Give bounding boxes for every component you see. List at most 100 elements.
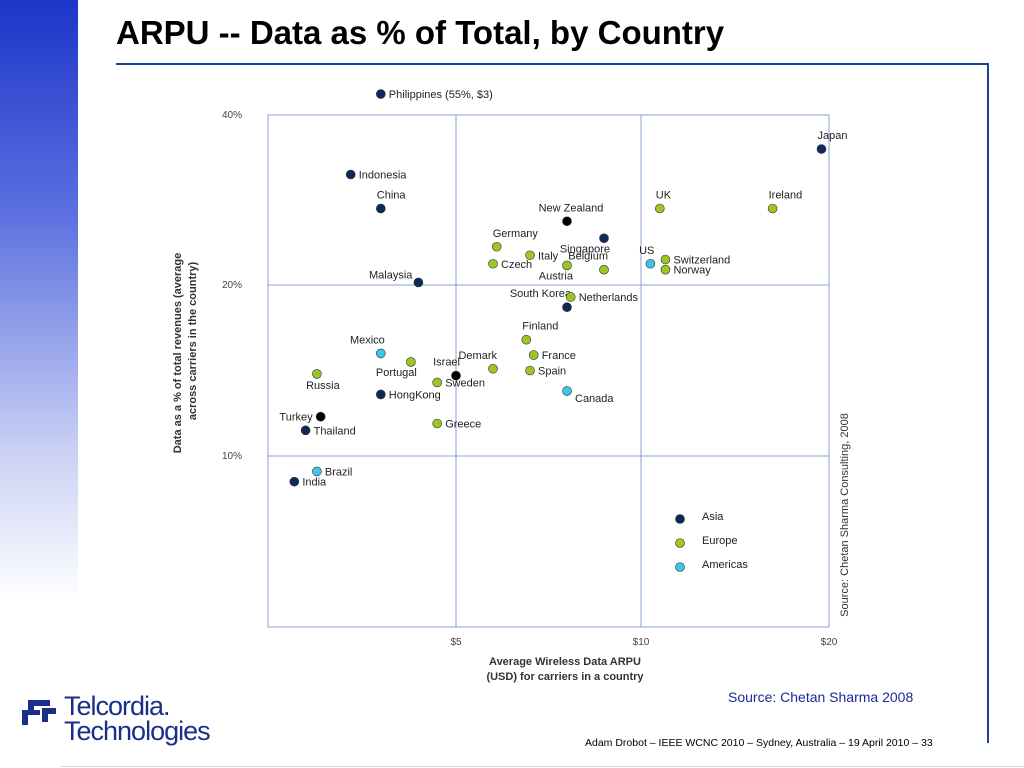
x-tick-label: $20 — [821, 637, 838, 648]
legend-label-americas: Americas — [702, 559, 748, 571]
point-finland — [521, 334, 532, 345]
point-greece — [432, 418, 443, 429]
point-brazil — [312, 466, 322, 477]
label-norway: Norway — [673, 265, 711, 277]
point-new-zealand — [562, 216, 572, 227]
legend-label-asia: Asia — [702, 511, 724, 523]
point-ireland — [767, 203, 778, 214]
point-singapore — [599, 233, 609, 244]
logo-line1: Telcordia. — [64, 691, 171, 721]
point-czech — [488, 258, 498, 269]
label-switzerland: Switzerland — [673, 255, 730, 267]
point-malaysia — [413, 277, 424, 288]
label-czech: Czech — [501, 259, 532, 271]
y-tick-label: 10% — [222, 451, 242, 462]
slide-title: ARPU -- Data as % of Total, by Country — [116, 14, 725, 51]
label-south-korea: South Korea — [510, 288, 572, 300]
footer: Adam Drobot – IEEE WCNC 2010 – Sydney, A… — [585, 737, 933, 749]
side-credit: Source: Chetan Sharma Consulting, 2008 — [839, 413, 851, 617]
legend-label-europe: Europe — [702, 535, 737, 547]
label-russia: Russia — [306, 380, 341, 392]
point-norway — [660, 264, 671, 275]
point-portugal — [406, 357, 416, 367]
label-thailand: Thailand — [314, 425, 356, 437]
x-tick-label: $10 — [633, 637, 650, 648]
label-italy: Italy — [538, 250, 559, 262]
point-germany — [491, 241, 502, 252]
point-japan — [816, 144, 827, 154]
point-belgium — [599, 264, 609, 275]
label-demark: Demark — [458, 350, 497, 362]
y-tick-label: 20% — [222, 280, 242, 291]
x-axis-title-line2: (USD) for carriers in a country — [486, 671, 644, 683]
point-austria — [562, 260, 572, 271]
point-indonesia — [345, 169, 356, 180]
label-philippines: Philippines (55%, $3) — [389, 89, 493, 101]
point-demark — [488, 363, 498, 374]
label-germany: Germany — [493, 228, 539, 240]
label-finland: Finland — [522, 321, 558, 333]
label-singapore: Singapore — [560, 243, 610, 255]
point-spain — [525, 365, 535, 376]
point-philippines — [375, 89, 386, 99]
label-belgium: Belgium — [568, 251, 608, 263]
left-decorative-band — [0, 0, 78, 600]
label-canada: Canada — [575, 393, 614, 405]
point-china — [375, 203, 386, 214]
y-axis-title-line2: across carriers in the country) — [187, 261, 199, 420]
point-israel — [451, 370, 461, 381]
source-note: Source: Chetan Sharma 2008 — [728, 689, 914, 705]
point-india — [289, 476, 300, 487]
label-brazil: Brazil — [325, 466, 353, 478]
logo-line2: Technologies — [64, 716, 211, 746]
title-rule — [116, 63, 988, 65]
point-switzerland — [660, 254, 671, 265]
point-hongkong — [375, 389, 386, 400]
point-france — [528, 350, 539, 360]
label-china: China — [377, 190, 407, 202]
point-canada — [562, 386, 572, 396]
telcordia-logo: Telcordia. Technologies — [20, 690, 220, 750]
x-tick-label: $5 — [450, 637, 462, 648]
point-mexico — [375, 348, 386, 359]
footer-rule — [60, 766, 1024, 767]
label-france: France — [542, 350, 576, 362]
label-india: India — [302, 477, 327, 489]
point-uk — [654, 203, 665, 214]
label-sweden: Sweden — [445, 377, 485, 389]
label-austria: Austria — [539, 270, 574, 282]
label-greece: Greece — [445, 419, 481, 431]
right-border-rule — [987, 63, 989, 743]
label-indonesia: Indonesia — [359, 170, 408, 182]
point-sweden — [432, 377, 443, 388]
point-italy — [525, 250, 535, 261]
label-ireland: Ireland — [769, 190, 803, 202]
point-turkey — [315, 411, 326, 422]
label-hongkong: HongKong — [389, 389, 441, 401]
label-malaysia: Malaysia — [369, 269, 413, 281]
label-new-zealand: New Zealand — [539, 202, 604, 214]
plot-frame — [267, 114, 830, 628]
telcordia-logo-icon — [22, 700, 56, 725]
label-portugal: Portugal — [376, 367, 417, 379]
y-axis-title: Data as a % of total revenues (average — [172, 253, 184, 454]
legend-marker-americas — [675, 562, 685, 572]
label-turkey: Turkey — [279, 412, 313, 424]
point-south-korea — [562, 302, 572, 313]
label-uk: UK — [656, 190, 672, 202]
label-netherlands: Netherlands — [579, 292, 639, 304]
label-us: US — [639, 245, 654, 257]
y-tick-label: 40% — [222, 110, 242, 121]
label-spain: Spain — [538, 366, 566, 378]
point-netherlands — [565, 292, 576, 302]
legend-marker-europe — [675, 538, 685, 548]
label-israel: Israel — [433, 357, 460, 369]
legend-marker-asia — [675, 514, 685, 524]
x-axis-title: Average Wireless Data ARPU — [489, 656, 641, 668]
label-mexico: Mexico — [350, 334, 385, 346]
point-us — [645, 258, 656, 269]
point-thailand — [300, 425, 311, 436]
point-russia — [312, 369, 322, 379]
label-japan: Japan — [817, 130, 847, 142]
